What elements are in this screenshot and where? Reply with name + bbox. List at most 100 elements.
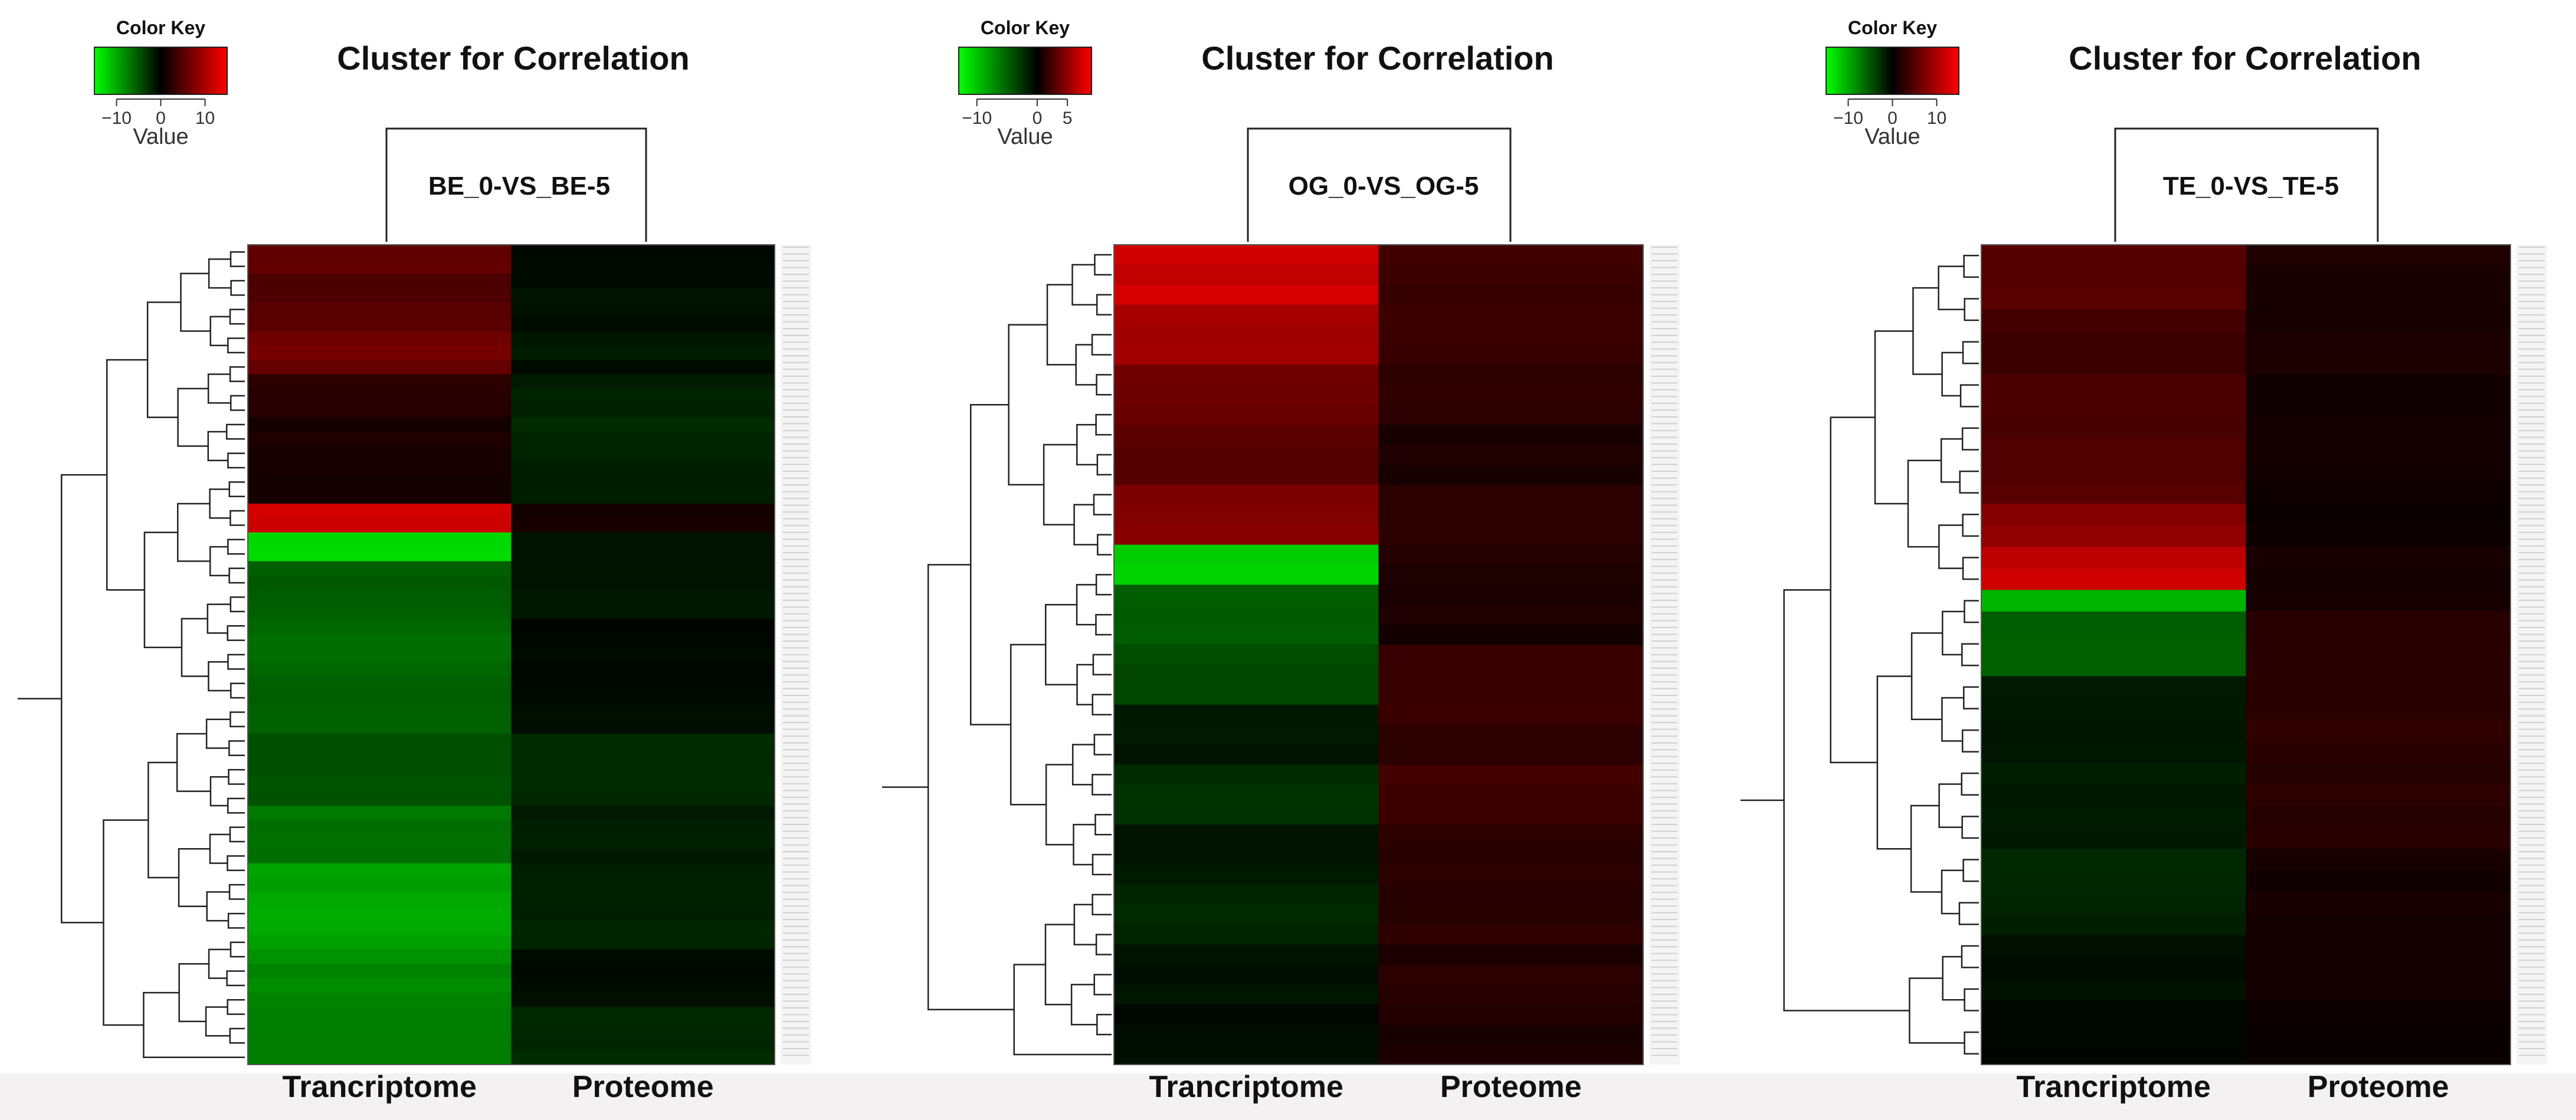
- heatmap-cell: [248, 820, 512, 835]
- dendrogram-branch: [1874, 330, 1913, 505]
- heatmap-cell: [248, 1021, 512, 1036]
- heatmap-cell: [248, 877, 512, 892]
- dendrogram-branch: [1095, 574, 1112, 596]
- heatmap-cell: [1114, 264, 1379, 285]
- heatmap-cell: [2246, 525, 2511, 547]
- heatmap-cell: [511, 762, 775, 777]
- heatmap-cell: [1981, 309, 2246, 331]
- dendrogram-branch: [1096, 294, 1112, 316]
- dendrogram-branch: [227, 855, 245, 872]
- heatmap-cell: [511, 345, 775, 360]
- heatmap-cell: [2246, 870, 2511, 892]
- heatmap-cell: [2246, 611, 2511, 633]
- dendrogram-branch: [228, 740, 245, 756]
- heatmap-cell: [2246, 784, 2511, 806]
- heatmap-cell: [511, 259, 775, 274]
- heatmap-cell: [511, 446, 775, 461]
- dendrogram-branch: [1962, 859, 1979, 882]
- heatmap-cell: [1981, 935, 2246, 957]
- heatmap-cell: [248, 834, 512, 849]
- dendrogram-branch: [1959, 384, 1979, 408]
- dendrogram-branch: [1013, 964, 1112, 1056]
- dendrogram-branch: [229, 1027, 245, 1044]
- heatmap-cell: [2246, 439, 2511, 461]
- heatmap-cell: [1981, 870, 2246, 892]
- color-key-title: Color Key: [1848, 17, 1937, 38]
- heatmap-cell: [2246, 352, 2511, 375]
- heatmap-cell: [511, 949, 775, 964]
- heatmap-cell: [511, 906, 775, 921]
- heatmap-cell: [1378, 724, 1644, 745]
- heatmap-cell: [1378, 825, 1644, 845]
- dendrogram-branch: [1962, 341, 1979, 364]
- dendrogram-branch: [1094, 254, 1112, 276]
- heatmap-cell: [248, 259, 512, 274]
- heatmap-cell: [511, 1050, 775, 1065]
- heatmap-cell: [1378, 605, 1644, 625]
- color-key-title: Color Key: [981, 17, 1070, 38]
- heatmap-cell: [248, 388, 512, 403]
- heatmap-cell: [1378, 704, 1644, 725]
- dendrogram-branch: [1941, 352, 1964, 397]
- heatmap-cell: [511, 273, 775, 288]
- dendrogram-branch: [1942, 610, 1965, 656]
- heatmap-cell: [2246, 266, 2511, 288]
- heatmap-cell: [1114, 825, 1379, 845]
- heatmap-cell: [1378, 484, 1644, 505]
- heatmap-cell: [511, 777, 775, 792]
- dendrogram-branch: [205, 1006, 230, 1037]
- dendrogram-branch: [1071, 264, 1097, 306]
- heatmap-cell: [1378, 1024, 1644, 1045]
- heatmap-cell: [1114, 1024, 1379, 1045]
- heatmap-cell: [248, 748, 512, 763]
- heatmap-cell: [1378, 405, 1644, 425]
- heatmap-cell: [248, 503, 512, 518]
- heatmap-cell: [1378, 344, 1644, 365]
- heatmap-cell: [2246, 331, 2511, 353]
- dendrogram-branch: [228, 567, 245, 584]
- dendrogram-branch: [1010, 643, 1047, 806]
- dendrogram-branch: [1073, 504, 1098, 546]
- color-key-tick-label: −10: [1833, 109, 1863, 128]
- dendrogram-branch: [209, 488, 231, 519]
- heatmap-cell: [2246, 482, 2511, 504]
- heatmap-cell: [1114, 845, 1379, 865]
- dendrogram-branch: [143, 531, 182, 649]
- dendrogram-branch: [1094, 813, 1112, 836]
- heatmap-cell: [248, 791, 512, 806]
- heatmap-cell: [248, 489, 512, 504]
- dendrogram-branch: [1961, 772, 1979, 796]
- heatmap-cell: [511, 820, 775, 835]
- heatmap-cell: [1114, 284, 1379, 306]
- dendrogram-branch: [1073, 823, 1096, 866]
- dendrogram-branch: [1876, 675, 1912, 850]
- heatmap-cell: [1114, 304, 1379, 326]
- heatmap-cell: [1114, 504, 1379, 525]
- dendrogram-branch: [228, 481, 245, 498]
- heatmap-cell: [1114, 524, 1379, 546]
- heatmap-cell: [2246, 1021, 2511, 1043]
- heatmap-cell: [1378, 645, 1644, 665]
- heatmap-cell: [2246, 806, 2511, 828]
- dendrogram-branch: [180, 272, 211, 332]
- dendrogram-branch: [1008, 324, 1048, 486]
- dendrogram-branch: [1964, 600, 1979, 623]
- heatmap-cell: [1981, 676, 2246, 698]
- heatmap-cell: [1378, 264, 1644, 285]
- dendrogram-branch: [969, 403, 1011, 725]
- dendrogram-branch: [1909, 977, 1965, 1044]
- dendrogram-branch: [208, 258, 231, 289]
- heatmap-cell: [511, 647, 775, 662]
- heatmap-cell: [248, 949, 512, 964]
- heatmap-cell: [1114, 924, 1379, 945]
- dendrogram-branch: [1938, 783, 1962, 828]
- heatmap-cell: [1378, 584, 1644, 605]
- dendrogram-branch: [227, 912, 245, 929]
- heatmap-cell: [1114, 405, 1379, 425]
- heatmap-cell: [511, 575, 775, 590]
- dendrogram-branch: [230, 941, 245, 958]
- heatmap-cell: [1981, 590, 2246, 612]
- dendrogram-branch: [229, 308, 245, 325]
- dendrogram-branch: [1961, 729, 1979, 753]
- heatmap-cell: [1378, 284, 1644, 306]
